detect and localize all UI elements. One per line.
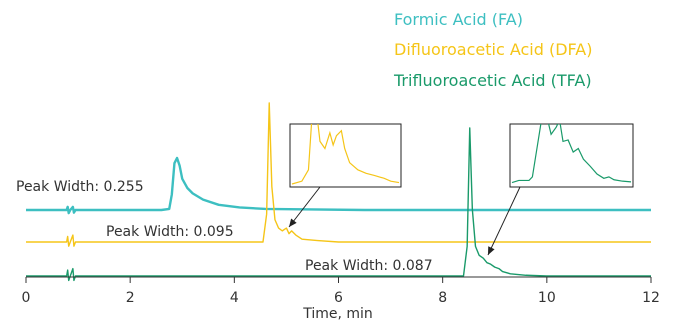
series-line-formic-acid-fa [26, 156, 651, 215]
inset-zoom [288, 123, 402, 228]
inset-arrowhead [488, 246, 495, 255]
peak-width-label: Peak Width: 0.087 [305, 258, 433, 274]
inset-layer [288, 123, 634, 256]
legend-entry: Difluoroacetic Acid (DFA) [394, 40, 592, 59]
x-tick-label: 0 [22, 290, 31, 306]
x-axis-label: Time, min [302, 306, 373, 322]
inset-zoom [487, 123, 634, 256]
series-line-difluoroacetic-acid-dfa [26, 102, 651, 247]
legend-entry: Trifluoroacetic Acid (TFA) [393, 71, 592, 90]
x-ticks: 0 2 4 6 8 10 12 [22, 277, 660, 306]
inset-box [509, 123, 634, 188]
legend-entry: Formic Acid (FA) [394, 10, 523, 29]
x-tick-label: 4 [230, 290, 239, 306]
inset-arrowhead [289, 218, 297, 227]
annotations: Peak Width: 0.255 Peak Width: 0.095 Peak W… [16, 179, 433, 274]
legend: Formic Acid (FA) Difluoroacetic Acid (DFA… [393, 10, 592, 90]
inset-arrow [487, 186, 521, 256]
x-tick-label: 8 [438, 290, 447, 306]
peak-width-label: Peak Width: 0.095 [106, 224, 234, 240]
x-tick-label: 2 [126, 290, 135, 306]
x-tick-label: 6 [334, 290, 343, 306]
inset-series-line [291, 124, 400, 185]
peak-width-label: Peak Width: 0.255 [16, 179, 144, 195]
x-tick-label: 10 [538, 290, 556, 306]
inset-box [289, 123, 402, 188]
inset-series-line [511, 124, 632, 184]
x-tick-label: 12 [642, 290, 660, 306]
inset-arrow [288, 186, 321, 228]
